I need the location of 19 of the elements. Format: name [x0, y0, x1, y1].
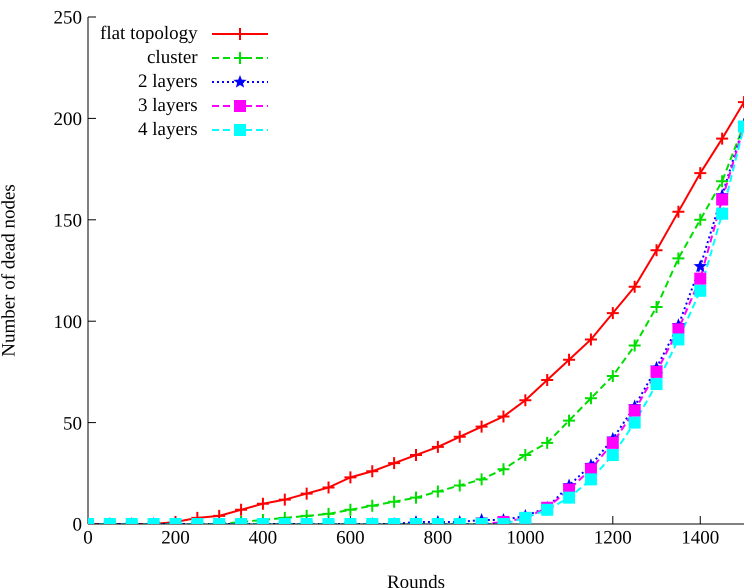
- y-axis-title: Number of dead nodes: [0, 184, 20, 357]
- x-tick-label: 1200: [594, 527, 632, 548]
- legend-label: 2 layers: [138, 71, 198, 93]
- x-tick-label: 1400: [681, 527, 720, 548]
- legend-label: 4 layers: [138, 119, 198, 141]
- legend-label: flat topology: [100, 23, 198, 45]
- y-tick-label: 100: [54, 312, 82, 333]
- x-tick-label: 400: [248, 527, 278, 548]
- x-tick-label: 800: [424, 527, 452, 548]
- legend-label: cluster: [146, 47, 198, 69]
- x-tick-label: 600: [336, 527, 365, 548]
- y-tick-label: 200: [54, 109, 82, 130]
- y-tick-label: 50: [63, 413, 82, 434]
- x-tick-label: 1000: [506, 527, 544, 548]
- y-tick-label: 150: [54, 210, 82, 232]
- x-tick-label: 200: [161, 527, 190, 548]
- x-axis-title: Rounds: [386, 572, 446, 588]
- legend-label: 3 layers: [138, 95, 198, 117]
- y-tick-label: 250: [54, 8, 82, 29]
